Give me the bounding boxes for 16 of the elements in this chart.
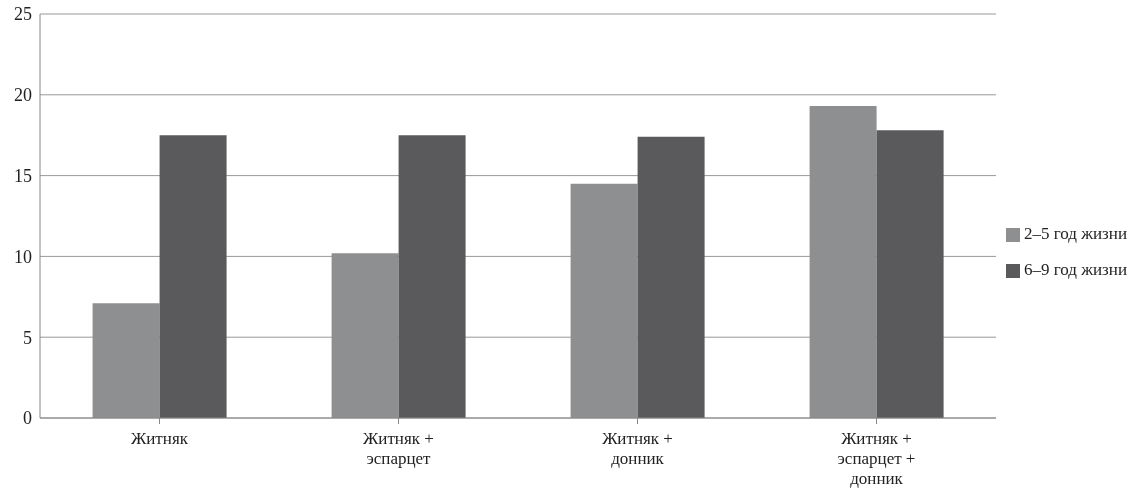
legend-label: 6–9 год жизни: [1024, 259, 1127, 279]
y-tick-label: 20: [14, 85, 32, 106]
x-tick-label: Житняк + эспарцет + донник: [837, 429, 916, 488]
bar: [159, 135, 227, 418]
y-tick-label: 15: [14, 165, 32, 186]
bar: [876, 130, 944, 418]
bar: [637, 136, 705, 418]
x-tick-label: Житняк + донник: [602, 429, 673, 468]
x-tick-label: Житняк: [131, 429, 189, 448]
x-tick-label: Житняк + эспарцет: [363, 429, 434, 468]
y-tick-label: 5: [23, 327, 32, 348]
y-tick-label: 0: [23, 408, 32, 429]
y-tick-label: 25: [14, 4, 32, 25]
legend-label: 2–5 год жизни: [1024, 223, 1127, 243]
bar: [398, 135, 466, 418]
y-tick-label: 10: [14, 246, 32, 267]
